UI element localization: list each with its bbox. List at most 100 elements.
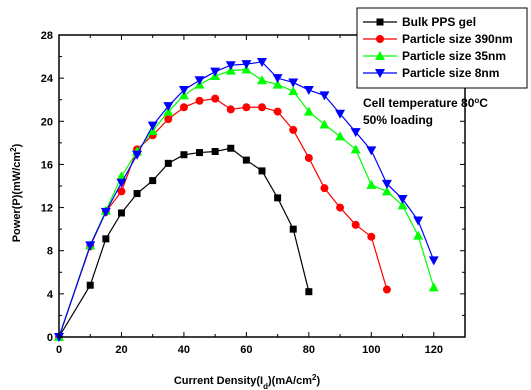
series-4 [54, 57, 439, 342]
data-point [241, 60, 252, 70]
data-point [226, 105, 235, 114]
legend-box [356, 7, 528, 89]
data-point [319, 119, 330, 129]
data-point [163, 102, 174, 112]
data-point [147, 121, 158, 131]
data-point [303, 106, 314, 116]
data-point [413, 230, 424, 240]
data-point [242, 103, 251, 112]
y-tick-label: 4 [47, 289, 54, 301]
y-axis-label: Power(P)(mW/cm2) [9, 143, 24, 242]
data-point [211, 147, 219, 155]
data-point [320, 184, 329, 193]
x-tick-label: 20 [115, 344, 127, 356]
legend-label: Particle size 35nm [402, 49, 506, 63]
data-point [179, 103, 188, 112]
data-point [164, 159, 172, 167]
axes-layer: 0 4 8 12 16 20 24 28 0 20 40 60 80 100 120 [41, 30, 466, 356]
x-tick-label: 60 [240, 344, 252, 356]
data-point [242, 156, 250, 164]
data-point [258, 103, 266, 112]
data-point [272, 74, 283, 84]
data-point [319, 91, 330, 101]
series-line [58, 147, 310, 338]
data-point [225, 61, 236, 71]
legend-marker [375, 69, 385, 78]
data-point [178, 86, 189, 96]
data-point [164, 115, 173, 124]
data-point [85, 241, 96, 251]
x-tick-label: 100 [362, 344, 380, 356]
x-axis-label-sub: d [263, 382, 268, 390]
data-point [335, 131, 346, 141]
data-point [117, 209, 125, 217]
x-axis-label: Current Density(Id)(mA/cm2) [174, 373, 321, 390]
data-point [180, 151, 188, 159]
data-point [288, 78, 299, 88]
data-point [350, 144, 361, 154]
data-point [428, 282, 439, 292]
data-point [100, 207, 111, 217]
y-tick-label: 20 [41, 116, 53, 128]
y-tick-label: 24 [41, 73, 54, 85]
data-point [211, 94, 220, 103]
data-point [133, 190, 141, 198]
legend: Bulk PPS gel Particle size 390nm Particle … [356, 7, 528, 89]
data-point [304, 153, 313, 162]
data-point [149, 177, 157, 185]
data-point [274, 194, 282, 202]
annotation: Cell temperature 80oC 50% loading [363, 96, 488, 128]
series-2 [55, 94, 391, 341]
data-point [303, 86, 314, 96]
y-tick-label: 28 [41, 30, 53, 42]
data-point [257, 57, 267, 67]
annotation-deg: o [474, 96, 479, 105]
data-point [397, 200, 408, 210]
x-tick-label: 120 [425, 344, 443, 356]
data-point [227, 144, 235, 152]
data-point [289, 125, 298, 134]
legend-marker [375, 51, 385, 60]
data-point [273, 107, 282, 116]
data-point [257, 75, 267, 85]
data-point [350, 128, 361, 138]
data-point [366, 146, 377, 156]
data-point [132, 150, 143, 160]
data-point [288, 86, 299, 96]
data-point [382, 285, 391, 294]
x-axis-label-sup: 2 [312, 373, 317, 382]
data-point [366, 179, 377, 189]
y-tick-label: 0 [47, 332, 53, 344]
data-point [117, 187, 126, 196]
legend-label: Particle size 390nm [402, 32, 513, 46]
x-tick-label: 80 [303, 344, 315, 356]
data-point [272, 79, 283, 89]
data-point [86, 281, 94, 289]
data-point [194, 76, 205, 86]
series-line [58, 61, 435, 338]
data-point [381, 179, 392, 189]
data-point [413, 216, 424, 226]
data-point [428, 256, 439, 266]
legend-marker [376, 35, 384, 43]
legend-label: Particle size 8nm [402, 66, 499, 80]
data-point [305, 288, 313, 296]
x-tick-label: 40 [178, 344, 190, 356]
data-point [367, 232, 376, 241]
annotation-line2: 50% loading [363, 113, 433, 127]
data-point [351, 220, 360, 229]
legend-label: Bulk PPS gel [402, 15, 476, 29]
data-point [289, 225, 297, 233]
data-point [335, 109, 346, 119]
data-point [102, 235, 110, 243]
data-point [381, 186, 392, 196]
series-layer [54, 57, 439, 342]
data-point [210, 67, 221, 77]
y-tick-label: 12 [41, 203, 53, 215]
annotation-line1: Cell temperature 80oC [363, 96, 488, 111]
data-point [196, 149, 204, 157]
y-axis-label-sup: 2 [9, 147, 18, 152]
data-point [195, 96, 204, 105]
data-point [258, 167, 266, 175]
